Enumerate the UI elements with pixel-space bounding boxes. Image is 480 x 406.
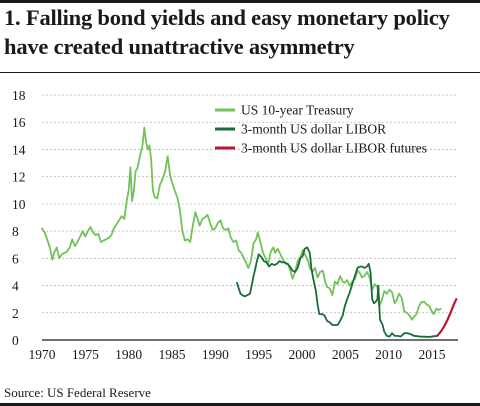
series-lines xyxy=(41,126,458,338)
y-axis: 0 2 4 6 8 10 12 14 16 18 xyxy=(12,88,26,348)
y-tick-label: 12 xyxy=(12,170,26,185)
x-tick-label: 2015 xyxy=(419,347,446,362)
legend-label-1: US 10-year Treasury xyxy=(241,103,354,118)
y-tick-label: 18 xyxy=(12,88,26,103)
x-tick-label: 1980 xyxy=(115,347,142,362)
bottom-rule xyxy=(0,403,480,406)
y-tick-label: 2 xyxy=(12,306,19,321)
y-tick-label: 4 xyxy=(12,279,19,294)
x-tick-label: 2010 xyxy=(375,347,402,362)
legend-label-3: 3-month US dollar LIBOR futures xyxy=(241,141,427,156)
y-tick-label: 8 xyxy=(12,224,19,239)
y-tick-label: 16 xyxy=(12,115,26,130)
x-axis: 1970 1975 1980 1985 1990 1995 2000 2005 2010 2015 xyxy=(29,347,446,362)
x-tick-label: 2000 xyxy=(289,347,316,362)
y-tick-label: 0 xyxy=(12,333,19,348)
legend: US 10-year Treasury 3-month US dollar LIB… xyxy=(215,103,427,156)
source-note: Source: US Federal Reserve xyxy=(4,385,151,400)
legend-label-2: 3-month US dollar LIBOR xyxy=(241,122,386,137)
series-line-2 xyxy=(236,246,439,338)
x-tick-label: 1970 xyxy=(29,347,56,362)
series-line-3 xyxy=(436,298,458,337)
series-line-1 xyxy=(41,126,442,321)
gridlines xyxy=(42,94,458,341)
y-tick-label: 6 xyxy=(12,251,19,266)
top-rule xyxy=(0,0,480,3)
title-divider xyxy=(0,72,480,73)
chart-title: 1. Falling bond yields and easy monetary… xyxy=(4,5,450,59)
x-tick-label: 1990 xyxy=(202,347,229,362)
y-tick-label: 10 xyxy=(12,197,26,212)
x-tick-label: 1985 xyxy=(159,347,186,362)
x-tick-label: 2005 xyxy=(332,347,359,362)
x-tick-label: 1995 xyxy=(245,347,272,362)
y-tick-label: 14 xyxy=(12,142,26,157)
x-tick-label: 1975 xyxy=(72,347,99,362)
